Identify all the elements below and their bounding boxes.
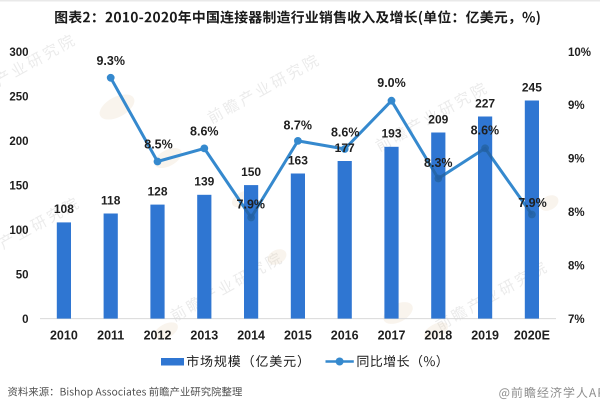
svg-text:8.3%: 8.3% xyxy=(424,156,453,170)
svg-text:8%: 8% xyxy=(568,260,585,272)
svg-text:9%: 9% xyxy=(568,154,585,166)
svg-text:9%: 9% xyxy=(568,100,585,112)
svg-text:250: 250 xyxy=(9,91,28,103)
svg-text:8.6%: 8.6% xyxy=(190,125,219,139)
svg-text:8.7%: 8.7% xyxy=(283,118,312,132)
svg-text:118: 118 xyxy=(101,193,121,207)
svg-text:108: 108 xyxy=(54,202,74,216)
svg-text:8.6%: 8.6% xyxy=(331,125,360,139)
svg-text:200: 200 xyxy=(9,136,28,148)
svg-text:10%: 10% xyxy=(568,47,591,59)
svg-text:177: 177 xyxy=(335,141,355,155)
svg-text:8.6%: 8.6% xyxy=(471,123,500,137)
svg-text:2018: 2018 xyxy=(424,329,452,343)
svg-text:150: 150 xyxy=(9,180,28,192)
svg-text:0: 0 xyxy=(22,314,28,326)
svg-text:2012: 2012 xyxy=(144,329,172,343)
svg-text:2020E: 2020E xyxy=(514,329,550,343)
svg-text:150: 150 xyxy=(241,165,261,179)
svg-text:7%: 7% xyxy=(568,314,585,326)
svg-text:100: 100 xyxy=(9,225,28,237)
svg-text:2017: 2017 xyxy=(378,329,406,343)
svg-text:2015: 2015 xyxy=(284,329,312,343)
svg-text:128: 128 xyxy=(147,184,167,198)
svg-text:139: 139 xyxy=(194,175,214,189)
svg-text:9.3%: 9.3% xyxy=(96,54,125,68)
svg-text:227: 227 xyxy=(475,96,495,110)
svg-text:50: 50 xyxy=(16,269,29,281)
svg-text:209: 209 xyxy=(428,112,448,126)
svg-text:193: 193 xyxy=(381,127,401,141)
svg-text:2014: 2014 xyxy=(237,329,265,343)
svg-text:9.0%: 9.0% xyxy=(377,76,406,90)
svg-text:245: 245 xyxy=(522,80,542,94)
svg-text:7.9%: 7.9% xyxy=(237,198,266,212)
svg-text:2011: 2011 xyxy=(97,329,124,343)
svg-text:2016: 2016 xyxy=(331,329,359,343)
svg-text:8%: 8% xyxy=(568,207,585,219)
svg-text:7.9%: 7.9% xyxy=(518,196,547,210)
svg-text:2013: 2013 xyxy=(190,329,218,343)
svg-text:2010: 2010 xyxy=(50,329,78,343)
svg-text:2019: 2019 xyxy=(471,329,499,343)
svg-text:300: 300 xyxy=(9,47,28,59)
svg-text:8.5%: 8.5% xyxy=(144,138,173,152)
svg-text:163: 163 xyxy=(288,153,308,167)
